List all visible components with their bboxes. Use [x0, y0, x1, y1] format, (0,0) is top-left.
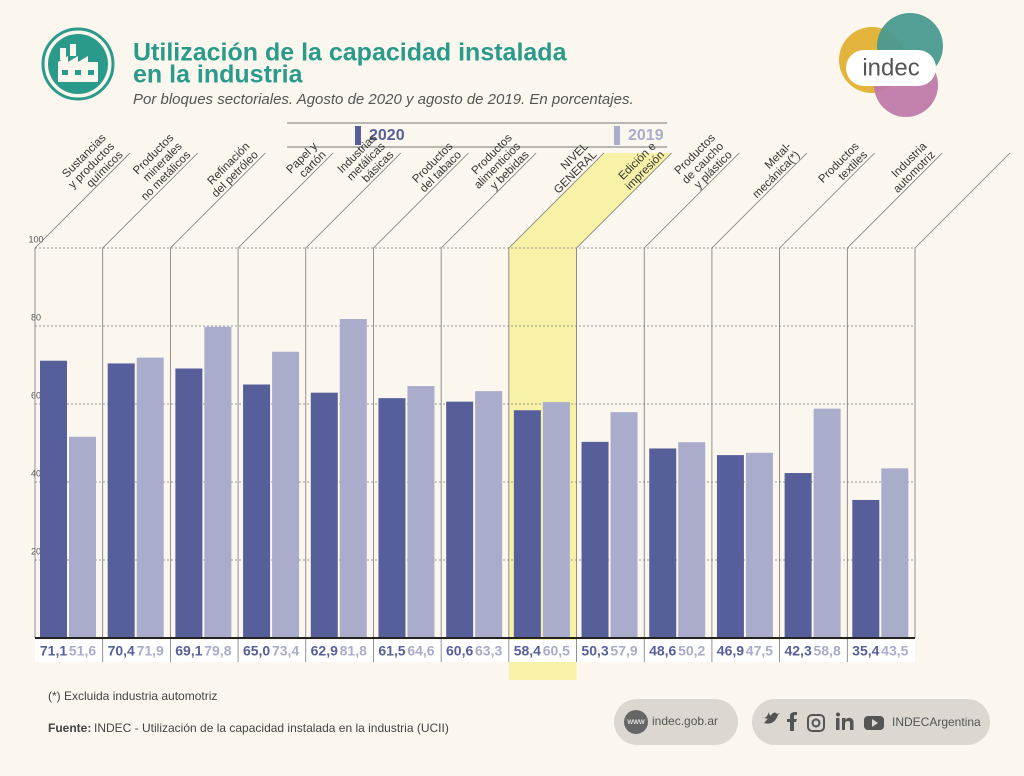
value-label: 51,6 — [69, 643, 96, 659]
y-tick-label: 60 — [31, 390, 41, 400]
bar — [69, 436, 96, 638]
footnote: (*) Excluida industria automotriz — [48, 689, 217, 703]
value-label: 69,1 — [175, 643, 202, 659]
value-label: 35,4 — [852, 643, 879, 659]
bar — [107, 363, 135, 638]
value-label: 50,3 — [581, 643, 608, 659]
value-label: 50,2 — [678, 643, 705, 659]
y-tick-label: 20 — [31, 546, 41, 556]
source-label: Fuente: — [48, 721, 91, 735]
value-label: 42,3 — [784, 643, 811, 659]
value-row — [35, 640, 915, 662]
bar — [610, 412, 638, 638]
value-label: 58,8 — [813, 643, 840, 659]
legend-swatch — [355, 126, 361, 145]
value-label: 43,5 — [881, 643, 908, 659]
divider — [576, 152, 672, 638]
legend-swatch — [614, 126, 620, 145]
divider — [373, 152, 469, 638]
web-icon — [624, 710, 648, 734]
divider — [914, 152, 1011, 638]
value-label: 63,3 — [475, 643, 502, 659]
value-label: 81,8 — [340, 643, 367, 659]
website[interactable]: indec.gob.ar — [652, 714, 718, 728]
divider — [643, 152, 740, 638]
factory-icon — [41, 27, 115, 101]
y-tick-label: 100 — [28, 234, 43, 244]
divider — [34, 152, 131, 638]
y-tick-label: 80 — [31, 312, 41, 322]
bar — [243, 384, 271, 638]
y-tick-label: 40 — [31, 468, 41, 478]
value-label: 62,9 — [311, 643, 338, 659]
value-label: 47,5 — [746, 643, 773, 659]
divider — [711, 152, 808, 638]
bar — [446, 401, 474, 638]
bar — [716, 455, 744, 638]
title-line: Utilización de la capacidad instalada — [133, 39, 568, 67]
bar — [813, 408, 841, 638]
bar — [581, 441, 609, 638]
divider — [440, 152, 537, 638]
bar — [175, 368, 203, 638]
bar — [378, 398, 406, 638]
social-handle[interactable]: INDECArgentina — [892, 715, 981, 729]
divider — [102, 152, 198, 638]
bar — [204, 326, 232, 638]
title-line: en la industria — [133, 61, 304, 89]
divider — [846, 152, 943, 638]
bar — [136, 357, 164, 638]
bar — [678, 442, 706, 638]
bar — [310, 392, 338, 638]
value-label: 60,5 — [543, 643, 570, 659]
legend-label: 2020 — [369, 127, 405, 144]
divider — [305, 152, 402, 638]
bar — [339, 318, 367, 638]
source: INDEC - Utilización de la capacidad inst… — [94, 721, 449, 735]
value-label: 71,1 — [40, 643, 67, 659]
bar — [475, 391, 503, 638]
value-label: 73,4 — [272, 643, 299, 659]
bar — [272, 351, 300, 638]
bar — [40, 360, 67, 638]
bar — [881, 468, 909, 638]
value-label: 70,4 — [108, 643, 135, 659]
web-pill[interactable] — [614, 699, 738, 745]
bar — [513, 410, 541, 638]
value-label: 48,6 — [649, 643, 676, 659]
value-label: 65,0 — [243, 643, 270, 659]
logo-text: indec — [862, 54, 919, 81]
legend: 2020 2019 — [355, 126, 664, 145]
value-label: 57,9 — [610, 643, 637, 659]
value-label: 60,6 — [446, 643, 473, 659]
value-label: 79,8 — [204, 643, 231, 659]
bar — [745, 452, 773, 638]
bar — [649, 448, 677, 638]
web-icon-text: www — [626, 717, 645, 726]
value-label: 46,9 — [717, 643, 744, 659]
value-label: 71,9 — [137, 643, 164, 659]
bar — [852, 499, 880, 638]
legend-label: 2019 — [628, 127, 664, 144]
bar — [542, 402, 570, 638]
social-icons — [762, 712, 884, 732]
divider — [237, 152, 334, 638]
subtitle: Por bloques sectoriales. Agosto de 2020 … — [133, 91, 634, 108]
value-label: 64,6 — [407, 643, 434, 659]
divider — [508, 152, 605, 638]
bar — [784, 473, 812, 638]
value-label: 58,4 — [514, 643, 541, 659]
divider — [169, 152, 266, 638]
divider — [779, 152, 875, 638]
value-label: 61,5 — [378, 643, 405, 659]
bar — [407, 386, 435, 638]
logo: indec — [839, 13, 943, 117]
